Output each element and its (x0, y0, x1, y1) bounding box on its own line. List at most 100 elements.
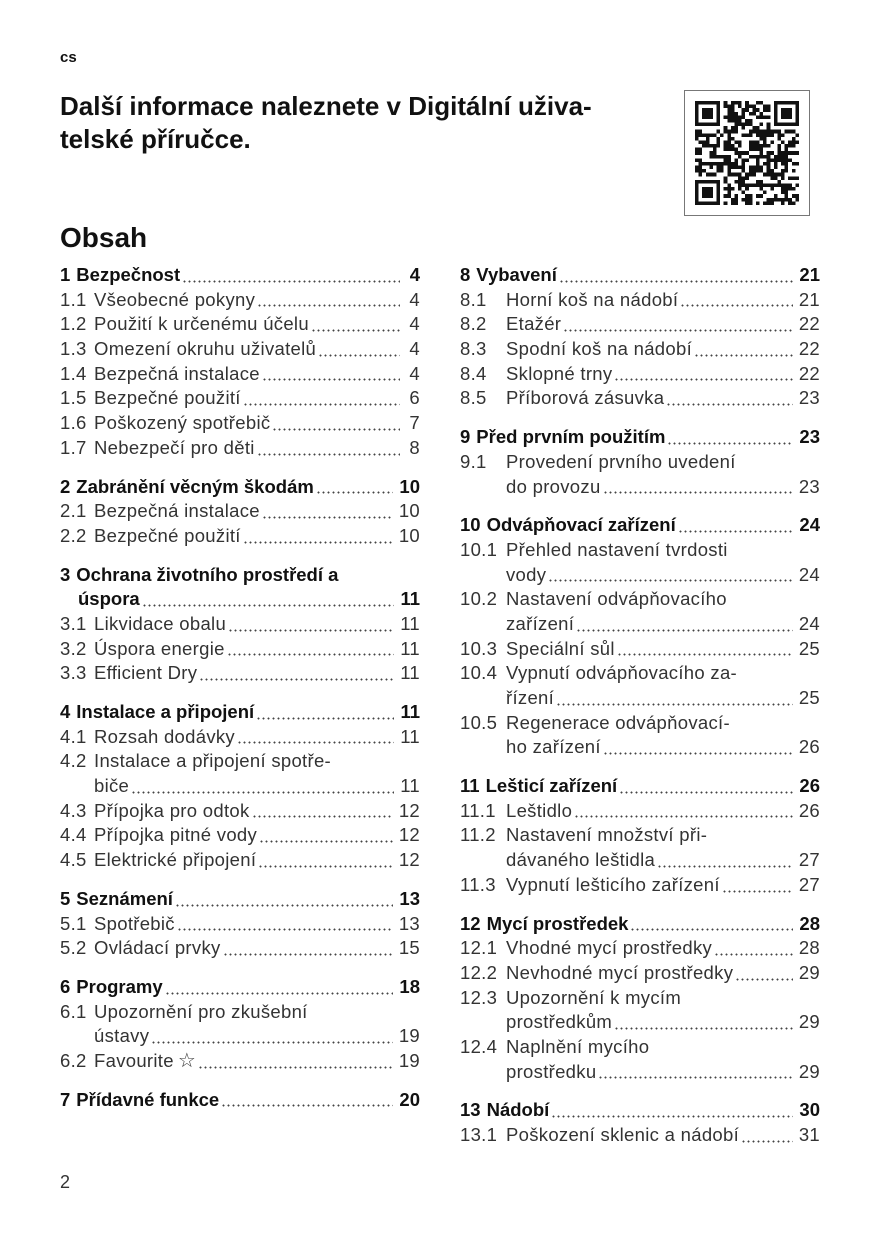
toc-entry[interactable]: ho zařízení 26 (460, 736, 820, 761)
dot-leader (666, 403, 793, 407)
toc-entry-page: 28 (798, 937, 820, 959)
toc-entry[interactable]: 3 Ochrana životního prostředí a (60, 564, 420, 589)
toc-entry[interactable]: 10.4 Vypnutí odvápňovacího za- (460, 662, 820, 687)
toc-entry-title: Přídavné funkce (76, 1088, 220, 1110)
toc-entry-number: 2.2 (60, 524, 87, 546)
toc-entry[interactable]: 10 Odvápňovací zařízení 24 (460, 514, 820, 539)
toc-entry[interactable]: prostředkům 29 (460, 1011, 820, 1036)
toc-entry[interactable]: 10.1 Přehled nastavení tvrdosti (460, 539, 820, 564)
dot-leader (714, 952, 793, 956)
dot-leader (131, 790, 395, 794)
toc-entry[interactable]: 13.1 Poškození sklenic a nádobí 31 (460, 1124, 820, 1149)
toc-entry[interactable]: 1.7 Nebezpečí pro děti 8 (60, 437, 420, 462)
toc-entry[interactable]: 8.1 Horní koš na nádobí 21 (460, 289, 820, 314)
toc-entry[interactable]: 6.2 Favourite ☆ 19 (60, 1050, 420, 1075)
dot-leader (259, 840, 393, 844)
toc-entry[interactable]: 4.3 Přípojka pro odtok 12 (60, 800, 420, 825)
toc-entry[interactable]: 10.5 Regenerace odvápňovací- (460, 712, 820, 737)
dot-leader (226, 653, 395, 657)
toc-entry-title: Spotřebič (94, 912, 175, 934)
toc-entry[interactable]: prostředku 29 (460, 1061, 820, 1086)
toc-entry[interactable]: 1.2 Použití k určenému účelu 4 (60, 313, 420, 338)
toc-entry[interactable]: 3.1 Likvidace obalu 11 (60, 613, 420, 638)
toc-entry[interactable]: 9 Před prvním použitím 23 (460, 426, 820, 451)
toc-entry-number: 12.2 (460, 961, 498, 983)
title-line: telské příručce. (60, 124, 251, 154)
toc-entry-title: Seznámení (76, 887, 173, 909)
toc-entry[interactable]: 9.1 Provedení prvního uvedení (460, 451, 820, 476)
toc-entry[interactable]: 12 Mycí prostředek 28 (460, 913, 820, 938)
toc-entry[interactable]: 2 Zabránění věcným škodám 10 (60, 476, 420, 501)
toc-entry[interactable]: 12.4 Naplnění mycího (460, 1036, 820, 1061)
toc-entry-page: 19 (398, 1049, 420, 1071)
toc-entry-page: 4 (409, 362, 420, 384)
toc-entry[interactable]: 8.3 Spodní koš na nádobí 22 (460, 338, 820, 363)
toc-entry[interactable]: 6 Programy 18 (60, 976, 420, 1001)
title-line: Další informace naleznete v Digitální už… (60, 91, 592, 121)
toc-entry-title: do provozu (506, 475, 601, 497)
toc-entry[interactable]: 11 Lešticí zařízení 26 (460, 775, 820, 800)
toc-entry[interactable]: 1.5 Bezpečné použití 6 (60, 387, 420, 412)
toc-entry[interactable]: úspora 11 (60, 588, 420, 613)
toc-entry[interactable]: 10.2 Nastavení odvápňovacího (460, 588, 820, 613)
toc-entry[interactable]: 8.5 Příborová zásuvka 23 (460, 387, 820, 412)
toc-entry[interactable]: 12.3 Upozornění k mycím (460, 987, 820, 1012)
toc-entry[interactable]: 4.2 Instalace a připojení spotře- (60, 750, 420, 775)
toc-entry-title: Etažér (506, 313, 562, 335)
toc-entry[interactable]: 2.2 Bezpečné použití 10 (60, 525, 420, 550)
toc-section: 5 Seznámení 13 5.1 Spotřebič 13 5.2 Ovládací pr… (60, 888, 420, 962)
toc-entry[interactable]: dávaného leštidla 27 (460, 849, 820, 874)
toc-entry[interactable]: 7 Přídavné funkce 20 (60, 1089, 420, 1114)
toc-entry-title: Efficient Dry (94, 662, 198, 684)
toc-entry[interactable]: 1 Bezpečnost 4 (60, 264, 420, 289)
toc-entry-number: 8.1 (460, 288, 487, 310)
dot-leader (576, 628, 793, 632)
toc-entry[interactable]: 4.1 Rozsah dodávky 11 (60, 726, 420, 751)
toc-entry-title: Přípojka pitné vody (94, 824, 258, 846)
toc-entry[interactable]: 12.2 Nevhodné mycí prostředky 29 (460, 962, 820, 987)
toc-entry[interactable]: 12.1 Vhodné mycí prostředky 28 (460, 937, 820, 962)
toc-entry[interactable]: řízení 25 (460, 687, 820, 712)
toc-entry[interactable]: 4 Instalace a připojení 11 (60, 701, 420, 726)
toc-entry-title: Rozsah dodávky (94, 725, 235, 747)
dot-leader (614, 378, 793, 382)
toc-entry-page: 24 (798, 563, 820, 585)
toc-entry-number: 12.4 (460, 1035, 498, 1057)
toc-entry[interactable]: 8.4 Sklopné trny 22 (460, 363, 820, 388)
toc-entry-page: 11 (400, 775, 420, 797)
toc-entry-page: 22 (798, 362, 820, 384)
toc-entry[interactable]: 11.1 Leštidlo 26 (460, 800, 820, 825)
toc-entry[interactable]: ústavy 19 (60, 1025, 420, 1050)
toc-entry[interactable]: 4.5 Elektrické připojení 12 (60, 849, 420, 874)
qr-code-icon[interactable] (684, 90, 810, 216)
toc-entry[interactable]: 1.4 Bezpečná instalace 4 (60, 363, 420, 388)
toc-entry[interactable]: 2.1 Bezpečná instalace 10 (60, 500, 420, 525)
toc-entry[interactable]: 1.3 Omezení okruhu uživatelů 4 (60, 338, 420, 363)
toc-entry[interactable]: vody 24 (460, 564, 820, 589)
toc-entry[interactable]: 1.1 Všeobecné pokyny 4 (60, 289, 420, 314)
toc-entry[interactable]: 8.2 Etažér 22 (460, 313, 820, 338)
toc-entry-title: Horní koš na nádobí (506, 288, 679, 310)
toc-entry[interactable]: 3.2 Úspora energie 11 (60, 638, 420, 663)
dot-leader (256, 716, 395, 720)
toc-entry[interactable]: do provozu 23 (460, 476, 820, 501)
toc-entry-number: 1.2 (60, 313, 87, 335)
toc-entry-page: 21 (798, 288, 820, 310)
dot-leader (563, 329, 793, 333)
toc-entry[interactable]: biče 11 (60, 775, 420, 800)
toc-entry[interactable]: 8 Vybavení 21 (460, 264, 820, 289)
toc-entry[interactable]: 3.3 Efficient Dry 11 (60, 662, 420, 687)
toc-entry[interactable]: 5.1 Spotřebič 13 (60, 913, 420, 938)
toc-entry-title: biče (94, 775, 130, 797)
toc-entry[interactable]: 10.3 Speciální sůl 25 (460, 638, 820, 663)
toc-entry[interactable]: 13 Nádobí 30 (460, 1099, 820, 1124)
toc-entry[interactable]: 11.2 Nastavení množství při- (460, 824, 820, 849)
toc-entry[interactable]: zařízení 24 (460, 613, 820, 638)
toc-entry[interactable]: 4.4 Přípojka pitné vody 12 (60, 824, 420, 849)
toc-entry[interactable]: 5.2 Ovládací prvky 15 (60, 937, 420, 962)
toc-entry[interactable]: 1.6 Poškozený spotřebič 7 (60, 412, 420, 437)
toc-entry-title: Příborová zásuvka (506, 387, 665, 409)
toc-entry[interactable]: 6.1 Upozornění pro zkušební (60, 1001, 420, 1026)
toc-entry[interactable]: 5 Seznámení 13 (60, 888, 420, 913)
toc-entry[interactable]: 11.3 Vypnutí lešticího zařízení 27 (460, 874, 820, 899)
